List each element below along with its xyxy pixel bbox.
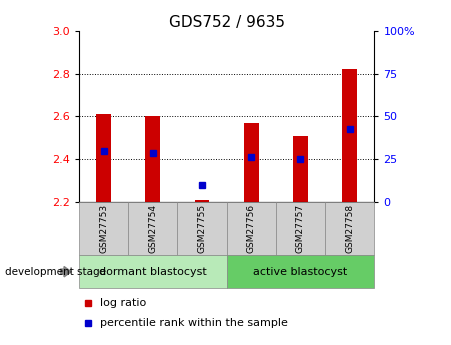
Bar (177, 202, 226, 255)
Bar (226, 255, 374, 288)
Bar (293, 136, 308, 202)
FancyArrow shape (60, 266, 71, 277)
Bar (325, 202, 374, 255)
Text: development stage: development stage (5, 267, 106, 277)
Bar (244, 123, 258, 202)
Text: GSM27754: GSM27754 (148, 204, 157, 253)
Bar (342, 69, 357, 202)
Title: GDS752 / 9635: GDS752 / 9635 (169, 15, 285, 30)
Bar (79, 202, 128, 255)
Bar (128, 202, 177, 255)
Text: log ratio: log ratio (100, 298, 146, 308)
Text: GSM27753: GSM27753 (99, 204, 108, 253)
Text: GSM27758: GSM27758 (345, 204, 354, 253)
Bar (276, 202, 325, 255)
Text: percentile rank within the sample: percentile rank within the sample (100, 318, 287, 327)
Text: GSM27755: GSM27755 (198, 204, 207, 253)
Bar (195, 200, 209, 202)
Bar (145, 117, 160, 202)
Text: GSM27756: GSM27756 (247, 204, 256, 253)
Bar (96, 114, 111, 202)
Bar (79, 255, 226, 288)
Text: active blastocyst: active blastocyst (253, 267, 348, 277)
Text: GSM27757: GSM27757 (296, 204, 305, 253)
Bar (226, 202, 276, 255)
Text: dormant blastocyst: dormant blastocyst (99, 267, 207, 277)
